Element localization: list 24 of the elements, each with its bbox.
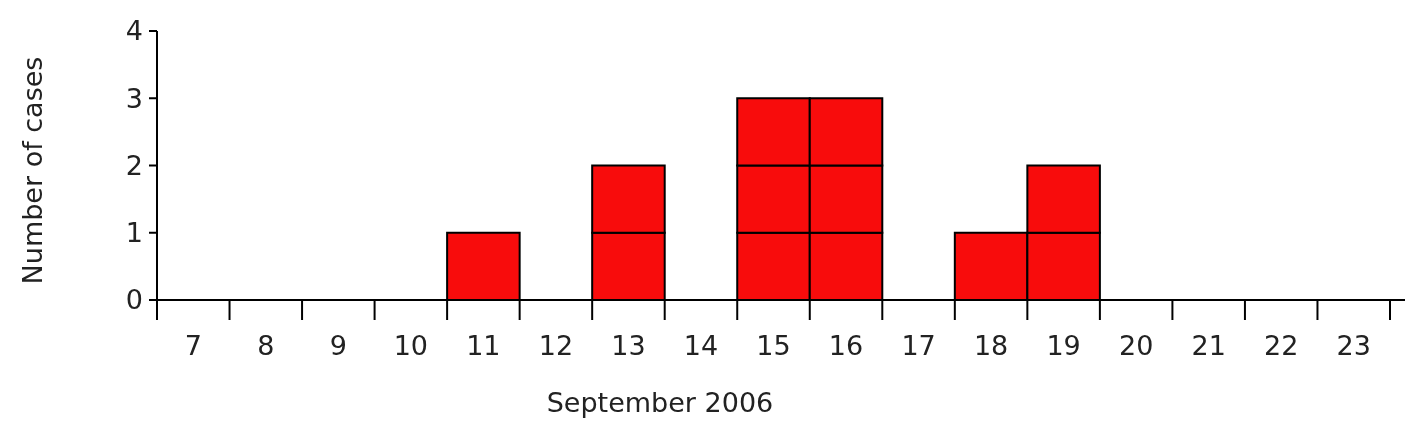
x-tick-label: 13 xyxy=(611,330,646,361)
x-tick-label: 17 xyxy=(901,330,936,361)
x-tick-label: 9 xyxy=(329,330,347,361)
x-tick-label: 11 xyxy=(466,330,501,361)
x-tick-label: 23 xyxy=(1336,330,1371,361)
x-tick-label: 21 xyxy=(1191,330,1226,361)
y-tick-label: 1 xyxy=(125,217,143,249)
y-axis-title: Number of cases xyxy=(17,56,48,285)
y-tick-label: 4 xyxy=(125,15,143,47)
x-tick-label: 12 xyxy=(538,330,574,361)
x-tick-label: 18 xyxy=(973,330,1009,361)
x-tick-label: 10 xyxy=(393,330,429,361)
x-tick-label: 19 xyxy=(1046,330,1081,361)
x-tick-label: 22 xyxy=(1264,330,1299,361)
x-axis-title: September 2006 xyxy=(546,387,774,418)
x-tick-label: 16 xyxy=(828,330,864,361)
y-tick-label: 2 xyxy=(125,149,143,181)
x-tick-label: 20 xyxy=(1118,330,1154,361)
y-tick-label: 0 xyxy=(125,284,143,316)
x-tick-label: 8 xyxy=(257,330,275,361)
x-tick-label: 7 xyxy=(184,330,202,361)
x-tick-label: 15 xyxy=(756,330,791,361)
x-tick-label: 14 xyxy=(683,330,719,361)
y-tick-label: 3 xyxy=(125,82,143,114)
